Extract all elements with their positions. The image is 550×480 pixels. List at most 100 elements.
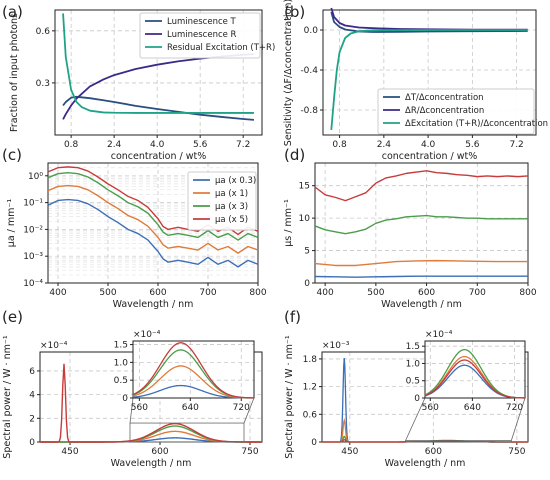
x-axis-label: Wavelength / nm bbox=[381, 299, 462, 310]
y-tick-label: 2 bbox=[29, 414, 35, 424]
x-tick-label: 0.8 bbox=[64, 140, 79, 150]
y-tick-label: 1.8 bbox=[303, 355, 318, 365]
legend-entry: ΔExcitation (T+R)/Δconcentration bbox=[405, 119, 548, 129]
series-line bbox=[314, 259, 528, 267]
zoom-connector bbox=[129, 397, 134, 424]
axes-frame bbox=[424, 340, 526, 399]
y-axis-label: Fraction of input photons bbox=[9, 13, 20, 132]
legend-box bbox=[377, 88, 535, 135]
x-tick-label: 560 bbox=[422, 403, 439, 413]
series-line bbox=[47, 184, 259, 254]
y-tick-label: 0.5 bbox=[114, 376, 128, 386]
chart-e: 450 600 750 0 2 4 6 Wavelength / nm Spectral pow… bbox=[2, 335, 263, 469]
panel-label-c: (c) bbox=[2, 146, 22, 164]
legend-entry: ΔT/Δconcentration bbox=[405, 93, 484, 103]
y-axis-label: μs / mm⁻¹ bbox=[283, 199, 294, 247]
legend-entry: ΔR/Δconcentration bbox=[405, 106, 484, 116]
x-tick-label: 800 bbox=[519, 288, 536, 298]
y-tick-label: 1.5 bbox=[114, 341, 128, 351]
axes-frame bbox=[132, 340, 255, 399]
x-axis-label: Wavelength / nm bbox=[113, 299, 194, 310]
legend-entry: Residual Excitation (T+R) bbox=[167, 43, 275, 53]
x-tick-label: 4.0 bbox=[150, 140, 165, 150]
inset-bg bbox=[425, 341, 525, 398]
x-tick-label: 450 bbox=[341, 447, 358, 457]
x-tick-label: 640 bbox=[182, 403, 199, 413]
x-axis-label: concentration / wt% bbox=[111, 151, 207, 162]
series-line bbox=[330, 29, 528, 131]
series-line bbox=[47, 172, 259, 241]
chart-c: 400 500 600 700 800 10⁻⁴ 10⁻³ 10⁻² 10⁻¹ 10⁰ Wavele… bbox=[6, 162, 267, 310]
y-tick-label: 1.0 bbox=[114, 358, 129, 368]
x-tick-label: 7.2 bbox=[236, 140, 250, 150]
y-tick-label: -0.8 bbox=[300, 106, 318, 116]
zoom-connector bbox=[405, 397, 426, 441]
y-axis-label: μa / mm⁻¹ bbox=[6, 199, 17, 248]
x-tick-label: 750 bbox=[241, 447, 258, 457]
x-tick-label: 560 bbox=[131, 403, 148, 413]
x-tick-label: 700 bbox=[199, 288, 216, 298]
legend-entry: Luminescence R bbox=[167, 30, 237, 40]
zoom-region bbox=[129, 422, 245, 443]
y-tick-label: 0.6 bbox=[303, 410, 318, 420]
chart-f-inset: 560 640 720 0 0.5 1.0 1.5 ×10⁻⁴ bbox=[406, 330, 526, 413]
y-tick-label: 6 bbox=[29, 367, 35, 377]
x-tick-label: 600 bbox=[151, 447, 168, 457]
y-axis-label: Spectral power / W · nm⁻¹ bbox=[284, 335, 295, 459]
inset-spectrum-line bbox=[132, 342, 255, 399]
y-tick-label: 0 bbox=[122, 394, 128, 404]
y-tick-label: 10⁻¹ bbox=[23, 199, 43, 209]
x-axis-label: concentration / wt% bbox=[382, 151, 478, 162]
zoom-region bbox=[405, 440, 512, 443]
y-exponent-label: ×10⁻⁴ bbox=[133, 330, 161, 340]
y-tick-label: 15 bbox=[299, 182, 310, 192]
y-tick-label: 1.0 bbox=[406, 359, 421, 369]
chart-f: 450 600 750 0 0.6 1.2 1.8 Wavelength / nm Spectr… bbox=[284, 335, 529, 469]
y-tick-label: 1.5 bbox=[406, 342, 420, 352]
y-exponent-label: ×10⁻⁴ bbox=[40, 341, 68, 351]
y-tick-label: 0 bbox=[414, 394, 420, 404]
x-tick-label: 720 bbox=[506, 403, 523, 413]
spectrum-line bbox=[40, 363, 262, 443]
y-tick-label: 0.5 bbox=[406, 377, 420, 387]
spectrum-line bbox=[322, 417, 528, 443]
series-line bbox=[314, 170, 529, 202]
legend-box bbox=[139, 12, 261, 59]
x-tick-label: 450 bbox=[61, 447, 78, 457]
y-axis-label: Spectral power / W · nm⁻¹ bbox=[2, 335, 13, 459]
series-line bbox=[330, 11, 528, 33]
chart-b: 0.8 2.4 4.0 5.6 7.2 -0.8 -0.4 0.0 concentration … bbox=[283, 0, 548, 162]
series-line bbox=[314, 275, 528, 278]
x-tick-label: 500 bbox=[367, 288, 384, 298]
y-axis-label: Sensitivity (ΔF/Δconcentration) bbox=[283, 0, 294, 146]
plots: 0.8 2.4 4.0 5.6 7.2 0.3 0.6 concentration / wt%… bbox=[2, 0, 548, 469]
axes-frame bbox=[322, 9, 537, 136]
chart-d: 400 500 600 700 800 0 5 10 15 Wavelength / nm μs /… bbox=[283, 162, 537, 310]
x-tick-label: 750 bbox=[508, 447, 525, 457]
y-tick-label: 0.3 bbox=[36, 79, 50, 89]
y-tick-label: 10⁻² bbox=[23, 225, 43, 235]
x-tick-label: 400 bbox=[317, 288, 334, 298]
inset-spectrum-line bbox=[424, 359, 526, 399]
x-tick-label: 4.0 bbox=[421, 140, 436, 150]
y-exponent-label: ×10⁻⁴ bbox=[425, 330, 453, 340]
x-tick-label: 2.4 bbox=[377, 140, 392, 150]
y-tick-label: 0 bbox=[304, 279, 310, 289]
y-exponent-label: ×10⁻³ bbox=[322, 341, 350, 351]
x-tick-label: 700 bbox=[469, 288, 486, 298]
x-tick-label: 5.6 bbox=[193, 140, 208, 150]
x-tick-label: 7.2 bbox=[509, 140, 523, 150]
legend-entry: μa (x 5) bbox=[215, 215, 248, 225]
panel-label-d: (d) bbox=[284, 146, 305, 164]
zoom-connector bbox=[510, 397, 526, 441]
y-tick-label: 4 bbox=[29, 391, 35, 401]
legend-entry: μa (x 0.3) bbox=[215, 176, 256, 186]
y-tick-label: 1.2 bbox=[303, 383, 317, 393]
x-tick-label: 500 bbox=[99, 288, 116, 298]
x-tick-label: 800 bbox=[249, 288, 266, 298]
series-line bbox=[47, 198, 259, 268]
y-tick-label: 0 bbox=[311, 438, 317, 448]
x-tick-label: 600 bbox=[425, 447, 442, 457]
panel-label-f: (f) bbox=[284, 308, 301, 326]
